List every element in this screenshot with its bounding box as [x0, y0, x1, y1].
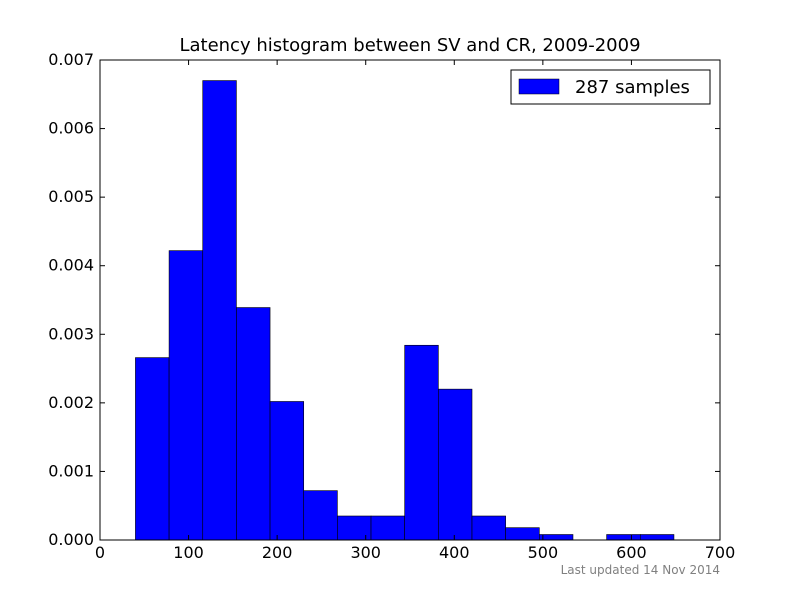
x-tick-label: 500	[528, 543, 559, 562]
y-tick-label: 0.002	[48, 393, 94, 412]
y-tick-label: 0.005	[48, 187, 94, 206]
x-tick-label: 400	[439, 543, 470, 562]
x-tick-label: 700	[705, 543, 736, 562]
x-tick-label: 100	[173, 543, 204, 562]
histogram-bar	[303, 490, 338, 541]
y-tick-label: 0.004	[48, 256, 94, 275]
bars-group	[135, 80, 675, 541]
legend: 287 samples	[510, 69, 711, 105]
histogram-bar	[404, 344, 439, 541]
chart-title: Latency histogram between SV and CR, 200…	[179, 35, 641, 56]
x-tick-label: 600	[616, 543, 647, 562]
y-tick-label: 0.007	[48, 50, 94, 69]
histogram-bar	[269, 401, 305, 541]
x-tick-label: 0	[95, 543, 105, 562]
y-tick-label: 0.000	[48, 530, 94, 549]
histogram-bar	[236, 307, 271, 541]
plot-frame	[99, 59, 721, 541]
histogram-bar	[202, 80, 237, 541]
histogram-bar	[370, 515, 405, 541]
legend-label: 287 samples	[575, 77, 690, 98]
histogram-bar	[438, 388, 473, 541]
last-updated-note: Last updated 14 Nov 2014	[560, 563, 720, 577]
histogram-bar	[639, 534, 675, 541]
y-tick-label: 0.006	[48, 119, 94, 138]
legend-swatch	[518, 78, 560, 95]
histogram-bar	[471, 515, 506, 541]
histogram-bar	[135, 357, 170, 541]
x-tick-label: 200	[262, 543, 293, 562]
x-tick-label: 300	[350, 543, 381, 562]
y-tick-label: 0.003	[48, 324, 94, 343]
histogram-bar	[539, 534, 574, 541]
histogram-bar	[606, 534, 641, 541]
histogram-bar	[505, 527, 540, 541]
axis-ticks: 0 100 200 300 400 500 600 700 0.000 0.001 0.002 0.0…	[48, 50, 735, 562]
y-tick-label: 0.001	[48, 461, 94, 480]
histogram-bar	[168, 250, 204, 541]
